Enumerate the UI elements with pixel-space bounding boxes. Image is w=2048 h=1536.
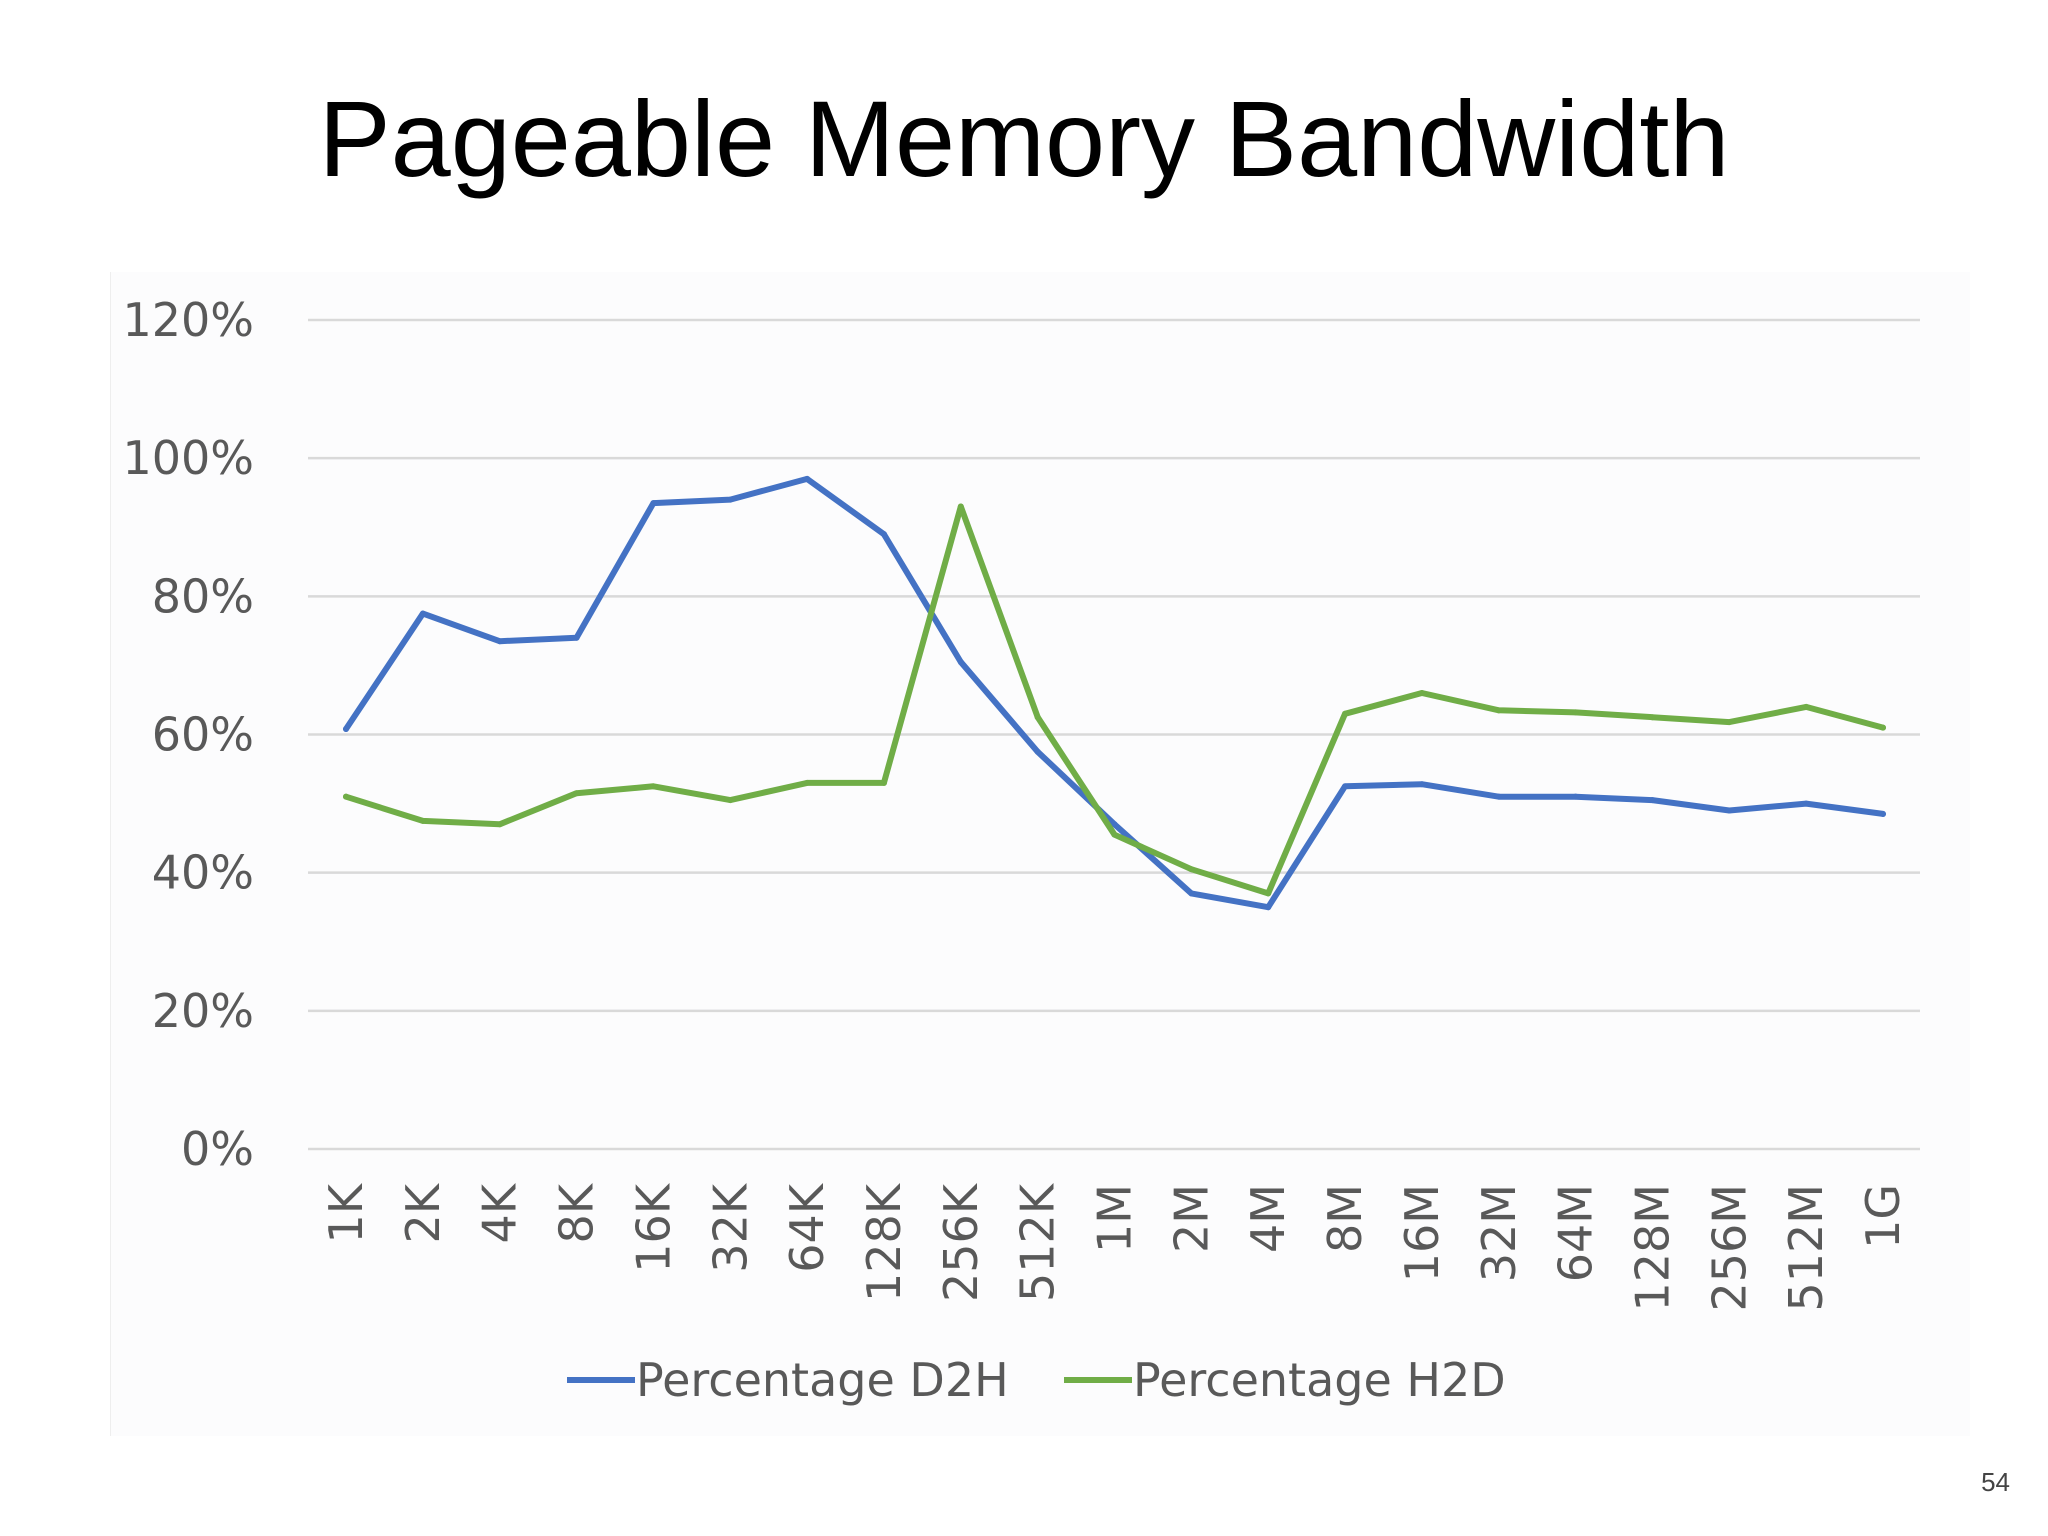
data-point-percentage-h2d [497,821,503,827]
x-tick-label: 256K [934,1182,988,1302]
data-point-percentage-d2h [1188,890,1194,896]
data-point-percentage-h2d [1419,690,1425,696]
data-point-percentage-d2h [958,659,964,665]
x-tick-label: 128K [857,1182,911,1302]
data-point-percentage-h2d [1035,714,1041,720]
x-tick-label: 16M [1395,1184,1449,1282]
x-tick-label: 512M [1779,1184,1833,1312]
x-tick-label: 64M [1549,1184,1603,1282]
y-tick-label: 60% [152,708,254,762]
y-tick-label: 120% [122,293,254,347]
data-point-percentage-d2h [497,638,503,644]
data-point-percentage-d2h [574,635,580,641]
data-point-percentage-h2d [1880,725,1886,731]
y-tick-label: 0% [181,1122,254,1176]
data-point-percentage-h2d [420,818,426,824]
x-tick-label: 256M [1702,1184,1756,1312]
data-point-percentage-h2d [727,797,733,803]
data-point-percentage-h2d [1188,866,1194,872]
data-point-percentage-d2h [727,497,733,503]
x-tick-label: 1G [1856,1184,1910,1249]
x-tick-label: 1K [319,1182,373,1243]
y-tick-label: 40% [152,846,254,900]
data-point-percentage-h2d [1803,704,1809,710]
x-tick-label: 128M [1625,1184,1679,1312]
data-point-percentage-d2h [650,500,656,506]
page-number: 54 [1981,1467,2010,1498]
data-point-percentage-h2d [881,780,887,786]
data-point-percentage-h2d [1726,719,1732,725]
data-point-percentage-h2d [1649,714,1655,720]
x-tick-label: 16K [626,1182,680,1273]
data-point-percentage-d2h [1035,749,1041,755]
data-point-percentage-d2h [804,476,810,482]
data-point-percentage-h2d [1112,832,1118,838]
x-tick-label: 4K [473,1182,527,1243]
x-tick-label: 32K [703,1182,757,1273]
x-tick-label: 2K [396,1182,450,1243]
x-tick-label: 64K [780,1182,834,1273]
legend: Percentage D2H Percentage H2D [567,1353,1506,1407]
data-point-percentage-h2d [1265,890,1271,896]
series-line-percentage-d2h [346,479,1883,907]
data-point-percentage-d2h [1265,904,1271,910]
data-point-percentage-d2h [881,531,887,537]
x-tick-label: 8K [550,1182,604,1243]
data-point-percentage-d2h [1342,783,1348,789]
x-tick-label: 8M [1318,1184,1372,1253]
data-point-percentage-h2d [650,783,656,789]
data-point-percentage-h2d [1342,711,1348,717]
legend-label-percentage-h2d: Percentage H2D [1133,1353,1506,1407]
data-point-percentage-h2d [574,790,580,796]
data-point-percentage-d2h [1803,801,1809,807]
data-point-percentage-h2d [1496,707,1502,713]
data-point-percentage-d2h [1419,781,1425,787]
x-axis-tick-labels: 1K 2K 4K 8K 16K 32K 64K 128K 256K 512K 1M 2M 4M 8M 16M… [319,1182,1910,1311]
x-tick-label: 4M [1241,1184,1295,1253]
data-point-percentage-d2h [1880,811,1886,817]
data-point-percentage-h2d [804,780,810,786]
x-tick-label: 2M [1164,1184,1218,1253]
data-point-percentage-d2h [420,611,426,617]
series-lines [343,476,1886,910]
data-point-percentage-h2d [343,794,349,800]
data-point-percentage-d2h [1726,807,1732,813]
legend-label-percentage-d2h: Percentage D2H [636,1353,1009,1407]
x-tick-label: 32M [1472,1184,1526,1282]
y-tick-label: 80% [152,569,254,623]
data-point-percentage-d2h [343,726,349,732]
grid-lines [308,320,1920,1149]
data-point-percentage-d2h [1573,794,1579,800]
y-tick-label: 100% [122,431,254,485]
y-tick-label: 20% [152,984,254,1038]
data-point-percentage-d2h [1496,794,1502,800]
y-axis-tick-labels: 0% 20% 40% 60% 80% 100% 120% [122,293,254,1176]
data-point-percentage-h2d [1573,709,1579,715]
data-point-percentage-h2d [958,504,964,510]
data-point-percentage-d2h [1649,797,1655,803]
x-tick-label: 512K [1011,1182,1065,1302]
x-tick-label: 1M [1088,1184,1142,1253]
